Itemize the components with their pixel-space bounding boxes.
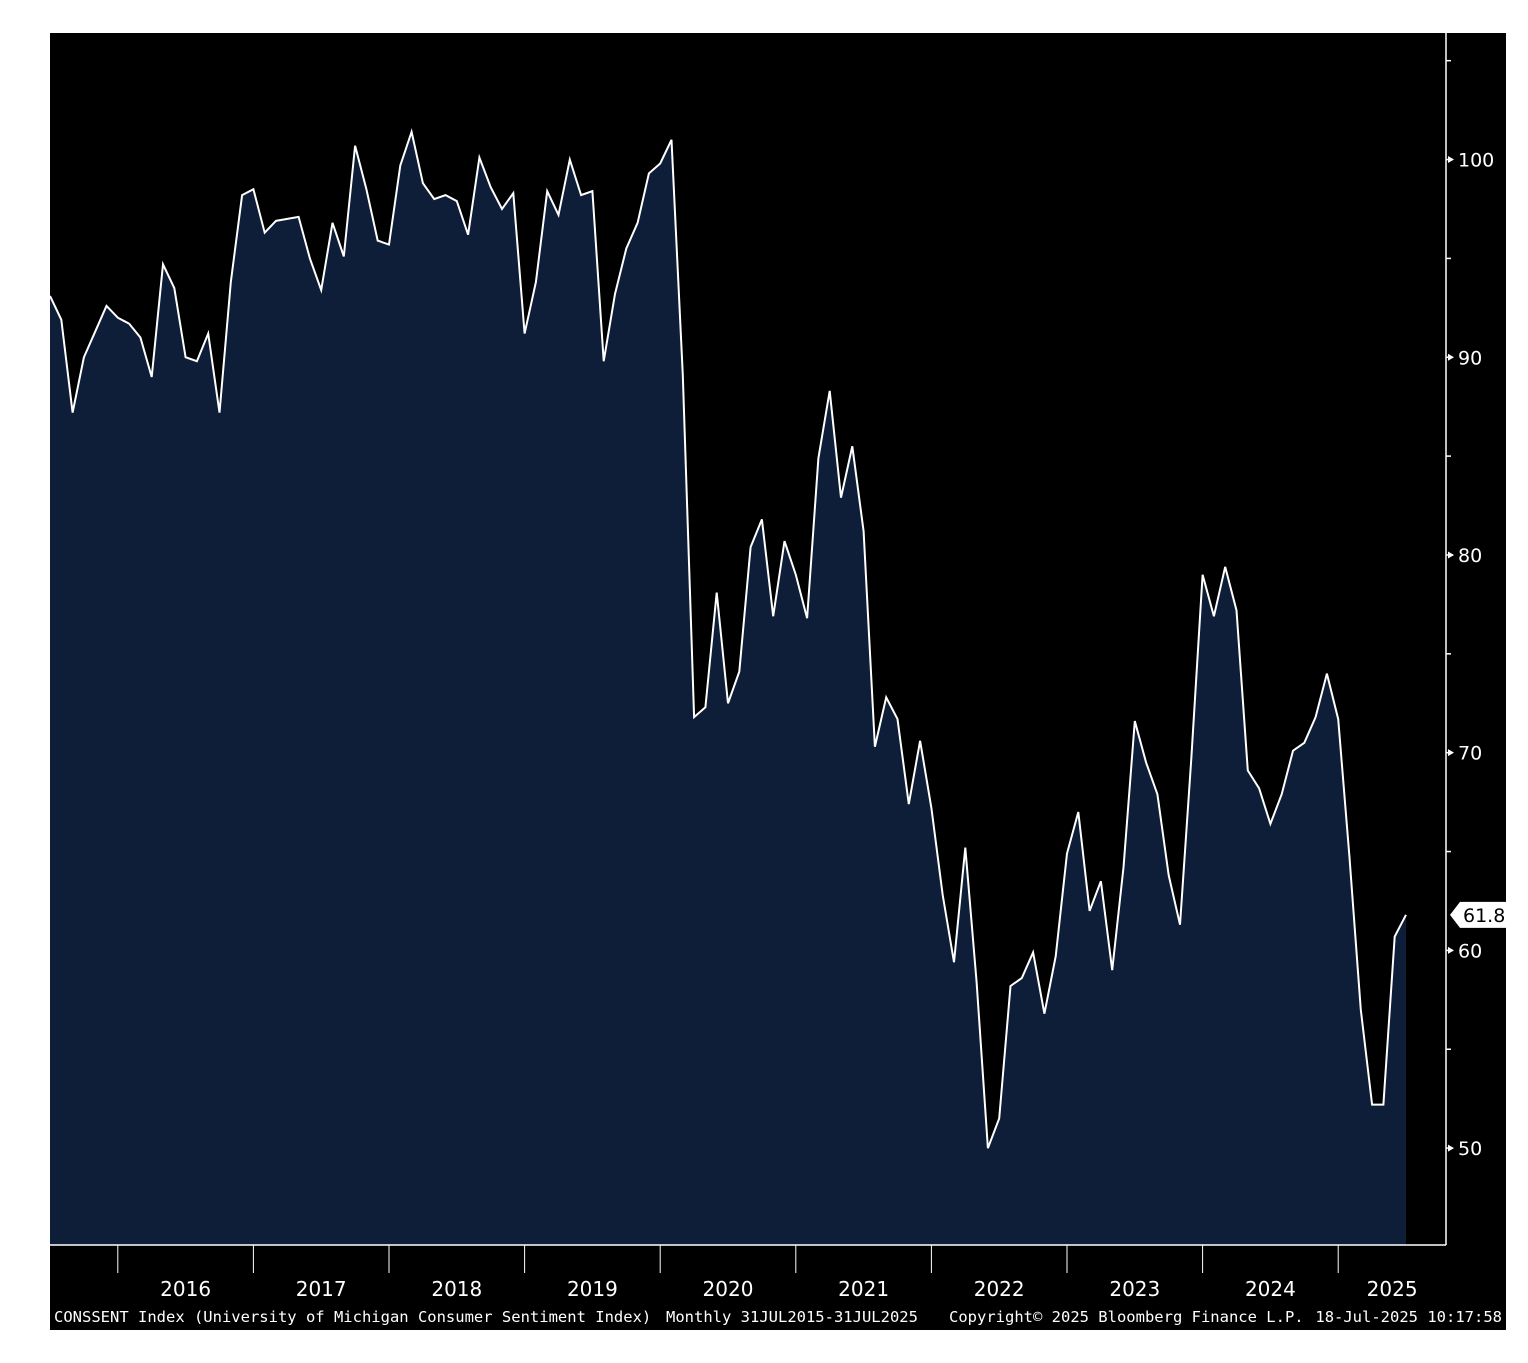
x-tick-label: 2025 <box>1367 1277 1418 1301</box>
x-tick-label: 2018 <box>431 1277 482 1301</box>
x-tick-label: 2021 <box>838 1277 889 1301</box>
chart-footer: CONSSENT Index (University of Michigan C… <box>54 1308 1502 1326</box>
x-tick-label: 2017 <box>296 1277 347 1301</box>
y-tick-label: 100 <box>1458 150 1494 172</box>
y-tick-arrow <box>1448 749 1454 757</box>
y-axis: 50 60 70 80 90 100 <box>1445 33 1494 1245</box>
footer-copyright: Copyright© 2025 Bloomberg Finance L.P. <box>949 1308 1304 1326</box>
y-tick-arrow <box>1448 946 1454 954</box>
y-tick-label: 70 <box>1458 743 1482 765</box>
y-tick-arrow <box>1448 156 1454 164</box>
last-value-badge: 61.8 <box>1450 901 1506 928</box>
y-tick-arrow <box>1448 1144 1454 1152</box>
footer-description: CONSSENT Index (University of Michigan C… <box>54 1308 651 1326</box>
y-tick-label: 60 <box>1458 940 1482 962</box>
y-tick-arrow <box>1448 353 1454 361</box>
x-tick-label: 2022 <box>974 1277 1025 1301</box>
series-line <box>49 128 1407 1149</box>
x-tick-label: 2020 <box>703 1277 754 1301</box>
last-value-label: 61.8 <box>1463 905 1505 927</box>
x-tick-label: 2023 <box>1109 1277 1160 1301</box>
x-tick-label: 2019 <box>567 1277 618 1301</box>
y-tick-arrow <box>1448 551 1454 559</box>
x-axis: 2016 2017 2018 2019 2020 2021 2022 2023 2024 2025 <box>50 1244 1446 1301</box>
x-tick-label: 2016 <box>160 1277 211 1301</box>
footer-frequency-range: Monthly 31JUL2015-31JUL2025 <box>666 1308 918 1326</box>
plot-area <box>49 128 1407 1246</box>
y-tick-label: 90 <box>1458 347 1482 369</box>
y-tick-label: 50 <box>1458 1138 1482 1160</box>
last-value-badge-shape <box>1450 901 1506 928</box>
footer-timestamp: 18-Jul-2025 10:17:58 <box>1315 1308 1502 1326</box>
x-tick-label: 2024 <box>1245 1277 1296 1301</box>
series-area-fill <box>50 131 1406 1246</box>
y-tick-label: 80 <box>1458 545 1482 567</box>
